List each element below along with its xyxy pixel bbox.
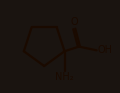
Text: O: O [70,17,78,27]
Text: OH: OH [97,45,112,55]
Text: NH₂: NH₂ [55,72,74,82]
